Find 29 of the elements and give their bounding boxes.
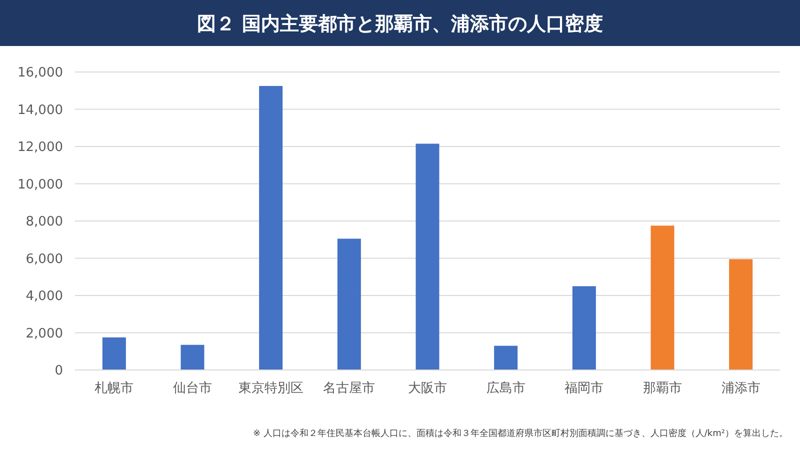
y-tick-label: 6,000 (26, 252, 63, 267)
x-tick-label: 札幌市 (94, 381, 134, 396)
x-tick-label: 大阪市 (408, 381, 447, 396)
bar (102, 337, 126, 370)
bar (259, 86, 283, 370)
bar (180, 344, 204, 370)
y-tick-label: 12,000 (18, 140, 63, 156)
y-tick-label: 8,000 (26, 214, 63, 230)
y-tick-label: 10,000 (18, 177, 63, 192)
bar (494, 346, 518, 370)
text: ※ 人口は令和２年住民基本台帳人口に、面積は令和３年全国都道府県市区町村別面積調に基づき、人口密度（人/km²）を算出した。 (252, 428, 788, 439)
x-tick-label: 名古屋市 (323, 381, 376, 396)
bar (337, 238, 361, 370)
bar (416, 144, 440, 370)
x-tick-label: 福岡市 (564, 381, 604, 396)
y-tick-label: 4,000 (26, 289, 63, 304)
x-tick-label: 那覇市 (643, 381, 682, 396)
x-tick-label: 広島市 (486, 380, 526, 396)
bar (650, 226, 674, 370)
x-tick-label: 仙台市 (173, 381, 212, 396)
bar (729, 259, 753, 370)
y-tick-label: 2,000 (26, 326, 63, 342)
y-tick-label: 14,000 (18, 102, 63, 118)
x-tick-label: 東京特別区 (238, 381, 304, 396)
x-tick-label: 浦添市 (721, 381, 760, 396)
y-tick-label: 0 (54, 364, 63, 379)
chart-title: 図２ 国内主要都市と那覇市、浦添市の人口密度 (197, 13, 603, 35)
bar (572, 286, 596, 370)
y-tick-label: 16,000 (18, 66, 63, 81)
